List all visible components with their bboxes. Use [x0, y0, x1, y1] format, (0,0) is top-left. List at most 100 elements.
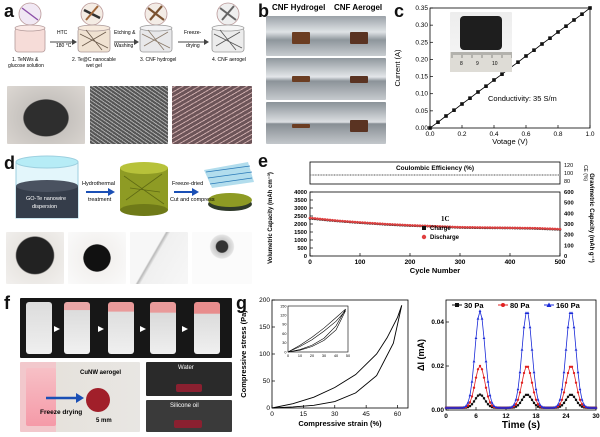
- discharge-point: [521, 226, 524, 230]
- series-point-80pa: [524, 365, 528, 369]
- discharge-point: [326, 218, 329, 222]
- panel-e: e Coulombic Efficiency (%) 120 100 80 CE (%)…: [258, 148, 600, 286]
- iv-point: [548, 36, 552, 40]
- series-point-160pa: [524, 311, 528, 314]
- series-point-30pa: [486, 403, 490, 406]
- series-point-160pa: [450, 406, 454, 409]
- series-point-160pa: [458, 406, 462, 409]
- legend-charge-marker: [422, 226, 426, 230]
- inset-loading-curve: [287, 310, 346, 353]
- series-point-160pa: [538, 403, 542, 406]
- x-tick-label: 60: [394, 411, 402, 418]
- iv-point: [492, 78, 496, 82]
- series-point-160pa: [552, 405, 556, 409]
- discharge-point: [403, 223, 407, 227]
- inset-x-tick-label: 30: [322, 354, 326, 358]
- cunw-aerogel-disc: [86, 388, 110, 412]
- ce-tick-label: 100: [564, 171, 573, 177]
- series-point-80pa: [466, 404, 470, 407]
- panel-d-letter: d: [4, 153, 15, 173]
- panel-g-letter: g: [236, 293, 247, 313]
- series-point-80pa: [478, 364, 482, 368]
- x-tick-label: 30: [592, 413, 600, 420]
- discharge-point: [433, 224, 437, 228]
- series-point-160pa: [494, 405, 498, 409]
- discharge-point: [426, 224, 429, 228]
- discharge-point: [431, 224, 434, 228]
- panel-f-letter: f: [4, 293, 10, 313]
- discharge-point: [366, 221, 369, 225]
- discharge-point: [448, 225, 452, 229]
- iv-point: [468, 96, 472, 100]
- series-point-80pa: [476, 368, 480, 371]
- series-point-160pa: [562, 370, 566, 374]
- series-point-30pa: [532, 401, 536, 405]
- series-point-80pa: [562, 391, 566, 394]
- discharge-point: [473, 226, 477, 229]
- series-point-160pa: [544, 406, 548, 409]
- discharge-point: [516, 226, 519, 230]
- ruler-icon: [450, 52, 512, 72]
- series-point-30pa: [568, 393, 572, 396]
- hydrothermal-label: Hydrothermal: [82, 181, 116, 187]
- iv-point: [540, 42, 544, 46]
- discharge-point: [406, 223, 409, 227]
- vial-1: [26, 302, 52, 354]
- plot-frame: [429, 7, 591, 129]
- x-tick-label: 0.4: [489, 131, 498, 138]
- series-point-160pa: [448, 406, 452, 409]
- discharge-point: [508, 226, 512, 230]
- series-point-160pa: [456, 406, 460, 409]
- series-point-30pa: [558, 405, 562, 408]
- series-point-160pa: [594, 406, 598, 409]
- series-point-160pa: [492, 404, 496, 408]
- series-point-80pa: [474, 376, 478, 379]
- iv-point: [484, 84, 488, 88]
- discharge-point: [458, 225, 462, 229]
- series-point-160pa: [454, 406, 458, 409]
- series-point-160pa: [530, 348, 534, 351]
- discharge-point: [491, 226, 494, 229]
- arrow-3-label-line1: Freeze-: [184, 30, 202, 36]
- discharge-point: [398, 223, 402, 227]
- y-tick-label: 0.30: [415, 22, 428, 29]
- rate-label: 1C: [441, 215, 450, 223]
- series-point-80pa: [482, 376, 486, 379]
- inset-y-tick-label: 120: [280, 314, 286, 318]
- series-point-80pa: [522, 371, 526, 375]
- legend-marker: [546, 302, 552, 307]
- series-point-160pa: [484, 359, 488, 363]
- series-point-30pa: [516, 404, 520, 407]
- discharge-point: [353, 220, 357, 224]
- series-point-30pa: [580, 405, 584, 408]
- series-point-80pa: [470, 395, 474, 398]
- discharge-point: [556, 227, 559, 231]
- series-point-160pa: [580, 398, 584, 401]
- y-right-tick-label: 600: [564, 190, 574, 196]
- discharge-point: [436, 225, 439, 228]
- series-point-30pa: [530, 398, 534, 401]
- arrow-3-icon: [178, 39, 209, 45]
- series-point-160pa: [582, 403, 586, 406]
- beaker-icon: [15, 155, 79, 219]
- y-tick-label: 0.25: [415, 39, 428, 46]
- legend-discharge-marker: [421, 234, 427, 240]
- x-tick-label: 0.8: [553, 131, 562, 138]
- series-point-160pa: [588, 406, 592, 409]
- series-point-30pa: [574, 398, 578, 401]
- series-point-160pa: [534, 387, 538, 391]
- panel-g: g 0 15 30 45 60 0 50 100 150 200 Compressive strai…: [236, 290, 600, 437]
- series-point-160pa: [570, 311, 574, 314]
- hydrogel-sample-2: [292, 76, 310, 82]
- series-point-30pa: [566, 395, 570, 398]
- inset-loading-curve: [287, 308, 346, 353]
- discharge-point: [501, 226, 504, 230]
- discharge-point: [531, 226, 534, 230]
- discharge-point: [381, 222, 384, 226]
- discharge-point: [416, 224, 419, 227]
- x-tick-label: 0.2: [457, 131, 466, 138]
- y-tick-label: 50: [263, 378, 271, 385]
- discharge-point: [408, 223, 412, 227]
- discharge-point: [503, 226, 507, 230]
- discharge-point: [553, 227, 557, 231]
